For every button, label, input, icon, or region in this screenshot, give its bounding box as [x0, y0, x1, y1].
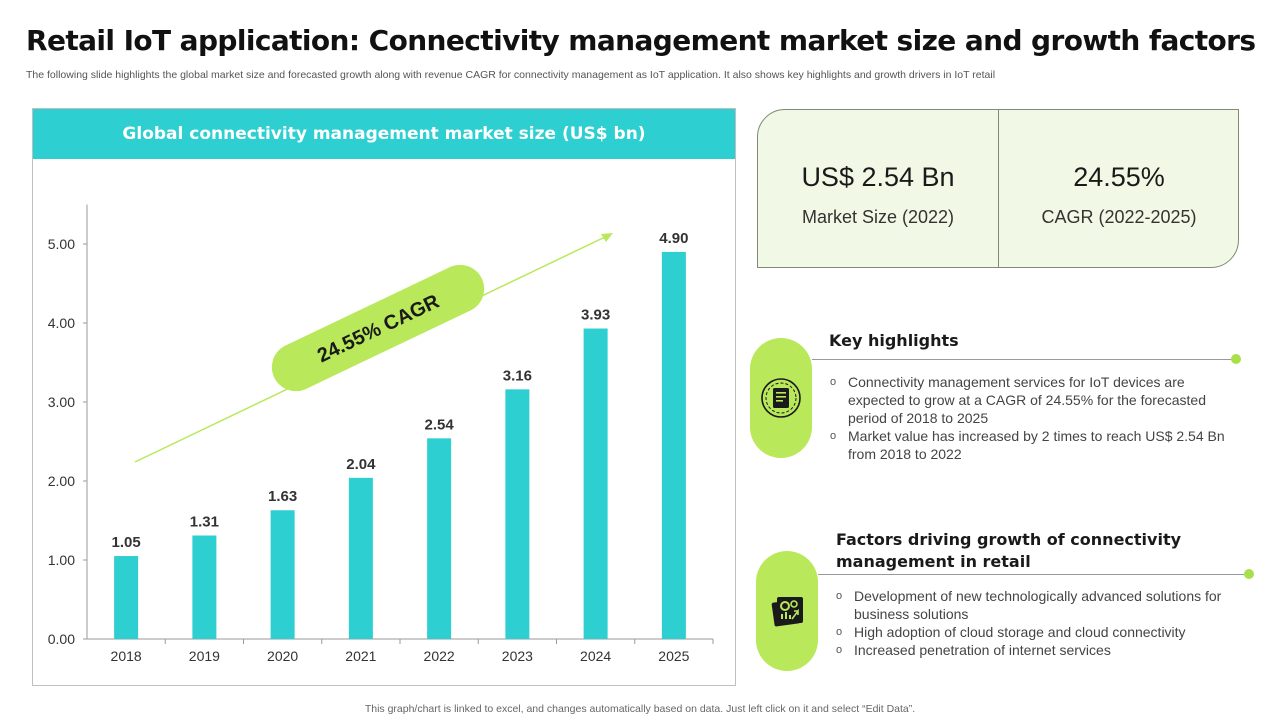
highlights-heading: Key highlights: [829, 331, 959, 350]
list-item: Connectivity management services for IoT…: [830, 373, 1230, 427]
y-tick-label: 0.00: [48, 631, 75, 647]
data-label: 1.05: [112, 534, 141, 551]
x-tick-label: 2025: [658, 648, 689, 664]
x-tick-label: 2023: [502, 648, 533, 664]
bar-chart[interactable]: 0.00 1.00 2.00 3.00 4.00 5.00 1.05 2018 1.31 2019…: [33, 109, 737, 687]
stats-card: US$ 2.54 Bn Market Size (2022) 24.55% CA…: [757, 109, 1239, 268]
factors-heading: Factors driving growth of connectivity m…: [836, 530, 1182, 571]
cagr-stat: 24.55% CAGR (2022-2025): [999, 110, 1239, 267]
market-size-label: Market Size (2022): [801, 207, 955, 227]
data-label: 2.54: [425, 416, 455, 433]
x-tick-label: 2019: [189, 648, 220, 664]
x-tick-label: 2022: [424, 648, 455, 664]
factors-dot: [1244, 569, 1254, 579]
highlights-divider: [812, 359, 1236, 360]
page-title: Retail IoT application: Connectivity man…: [26, 24, 1256, 57]
list-item: Development of new technologically advan…: [836, 587, 1226, 623]
data-label: 4.90: [659, 230, 688, 247]
bar: [114, 556, 139, 639]
list-item: Market value has increased by 2 times to…: [830, 427, 1230, 463]
x-tick-label: 2021: [345, 648, 376, 664]
cagr-annotation: 24.55% CAGR: [271, 264, 485, 392]
highlights-dot: [1231, 354, 1241, 364]
footnote: This graph/chart is linked to excel, and…: [364, 703, 916, 715]
page-subtitle: The following slide highlights the globa…: [26, 69, 996, 81]
factors-icon-pill: [756, 551, 818, 671]
y-tick-label: 1.00: [48, 552, 75, 568]
list-item: High adoption of cloud storage and cloud…: [836, 623, 1226, 641]
factors-divider: [818, 574, 1246, 575]
stats-divider: [998, 110, 999, 267]
x-tick-label: 2018: [111, 648, 142, 664]
factors-list: Development of new technologically advan…: [836, 587, 1226, 659]
bar: [348, 477, 373, 639]
cagr-value: 24.55%: [1073, 162, 1165, 192]
list-item: Increased penetration of internet servic…: [836, 641, 1226, 659]
data-label: 2.04: [346, 456, 376, 473]
y-tick-label: 4.00: [48, 315, 75, 331]
document-report-icon: [757, 374, 805, 422]
market-size-stat: US$ 2.54 Bn Market Size (2022): [758, 110, 998, 267]
y-tick-label: 2.00: [48, 473, 75, 489]
bar: [583, 328, 608, 639]
chart-panel[interactable]: Global connectivity management market si…: [32, 108, 736, 686]
x-tick-label: 2020: [267, 648, 298, 664]
data-label: 1.31: [190, 514, 219, 531]
cagr-pill: [271, 264, 485, 392]
bar: [505, 389, 530, 639]
data-label: 3.16: [503, 367, 532, 384]
market-size-value: US$ 2.54 Bn: [801, 162, 955, 192]
bar: [270, 510, 295, 639]
highlights-list: Connectivity management services for IoT…: [830, 373, 1230, 463]
bar: [661, 251, 686, 639]
data-label: 1.63: [268, 488, 297, 505]
x-tick-label: 2024: [580, 648, 611, 664]
highlights-icon-pill: [750, 338, 812, 458]
y-tick-label: 5.00: [48, 236, 75, 252]
data-label: 3.93: [581, 307, 610, 324]
chart-title: Global connectivity management market si…: [33, 109, 735, 159]
cagr-label: CAGR (2022-2025): [1041, 207, 1197, 227]
trend-arrowhead: [601, 233, 613, 242]
bar: [192, 535, 217, 639]
bar: [427, 438, 452, 639]
growth-gears-icon: [763, 587, 811, 635]
y-tick-label: 3.00: [48, 394, 75, 410]
